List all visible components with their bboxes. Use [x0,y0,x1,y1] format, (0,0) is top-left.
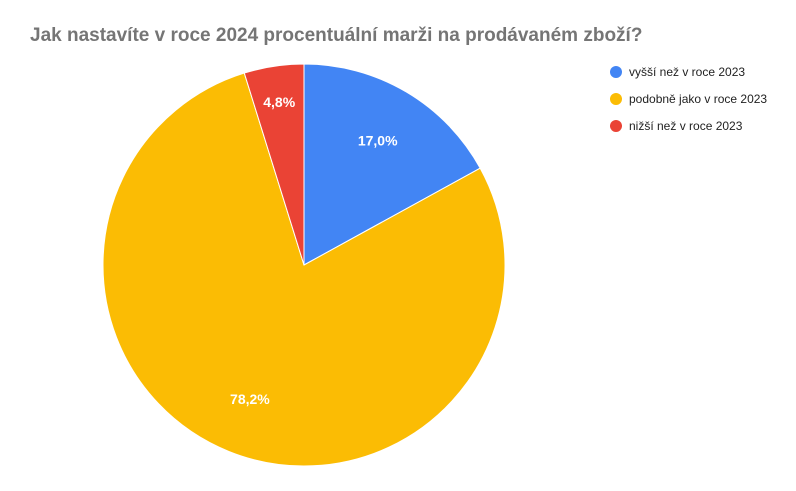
legend-item-similar[interactable]: podobně jako v roce 2023 [610,91,767,106]
chart-title: Jak nastavíte v roce 2024 procentuální m… [30,25,643,46]
legend-item-lower[interactable]: nižší než v roce 2023 [610,118,767,133]
pie-slice-higher[interactable] [303,63,481,266]
pie-slice-lower[interactable] [243,63,305,266]
data-label-similar: 78,2% [230,391,270,407]
legend-item-higher[interactable]: vyšší než v roce 2023 [610,64,767,79]
data-label-higher: 17,0% [358,132,398,148]
legend: vyšší než v roce 2023 podobně jako v roc… [610,64,767,145]
pie-slice-similar[interactable] [102,72,506,467]
legend-swatch-similar [610,92,622,105]
data-label-lower: 4,8% [263,94,295,110]
legend-label-similar: podobně jako v roce 2023 [629,91,768,106]
legend-swatch-higher [610,65,622,78]
legend-label-lower: nižší než v roce 2023 [629,118,743,133]
legend-label-higher: vyšší než v roce 2023 [629,64,746,79]
legend-swatch-lower [610,119,622,132]
